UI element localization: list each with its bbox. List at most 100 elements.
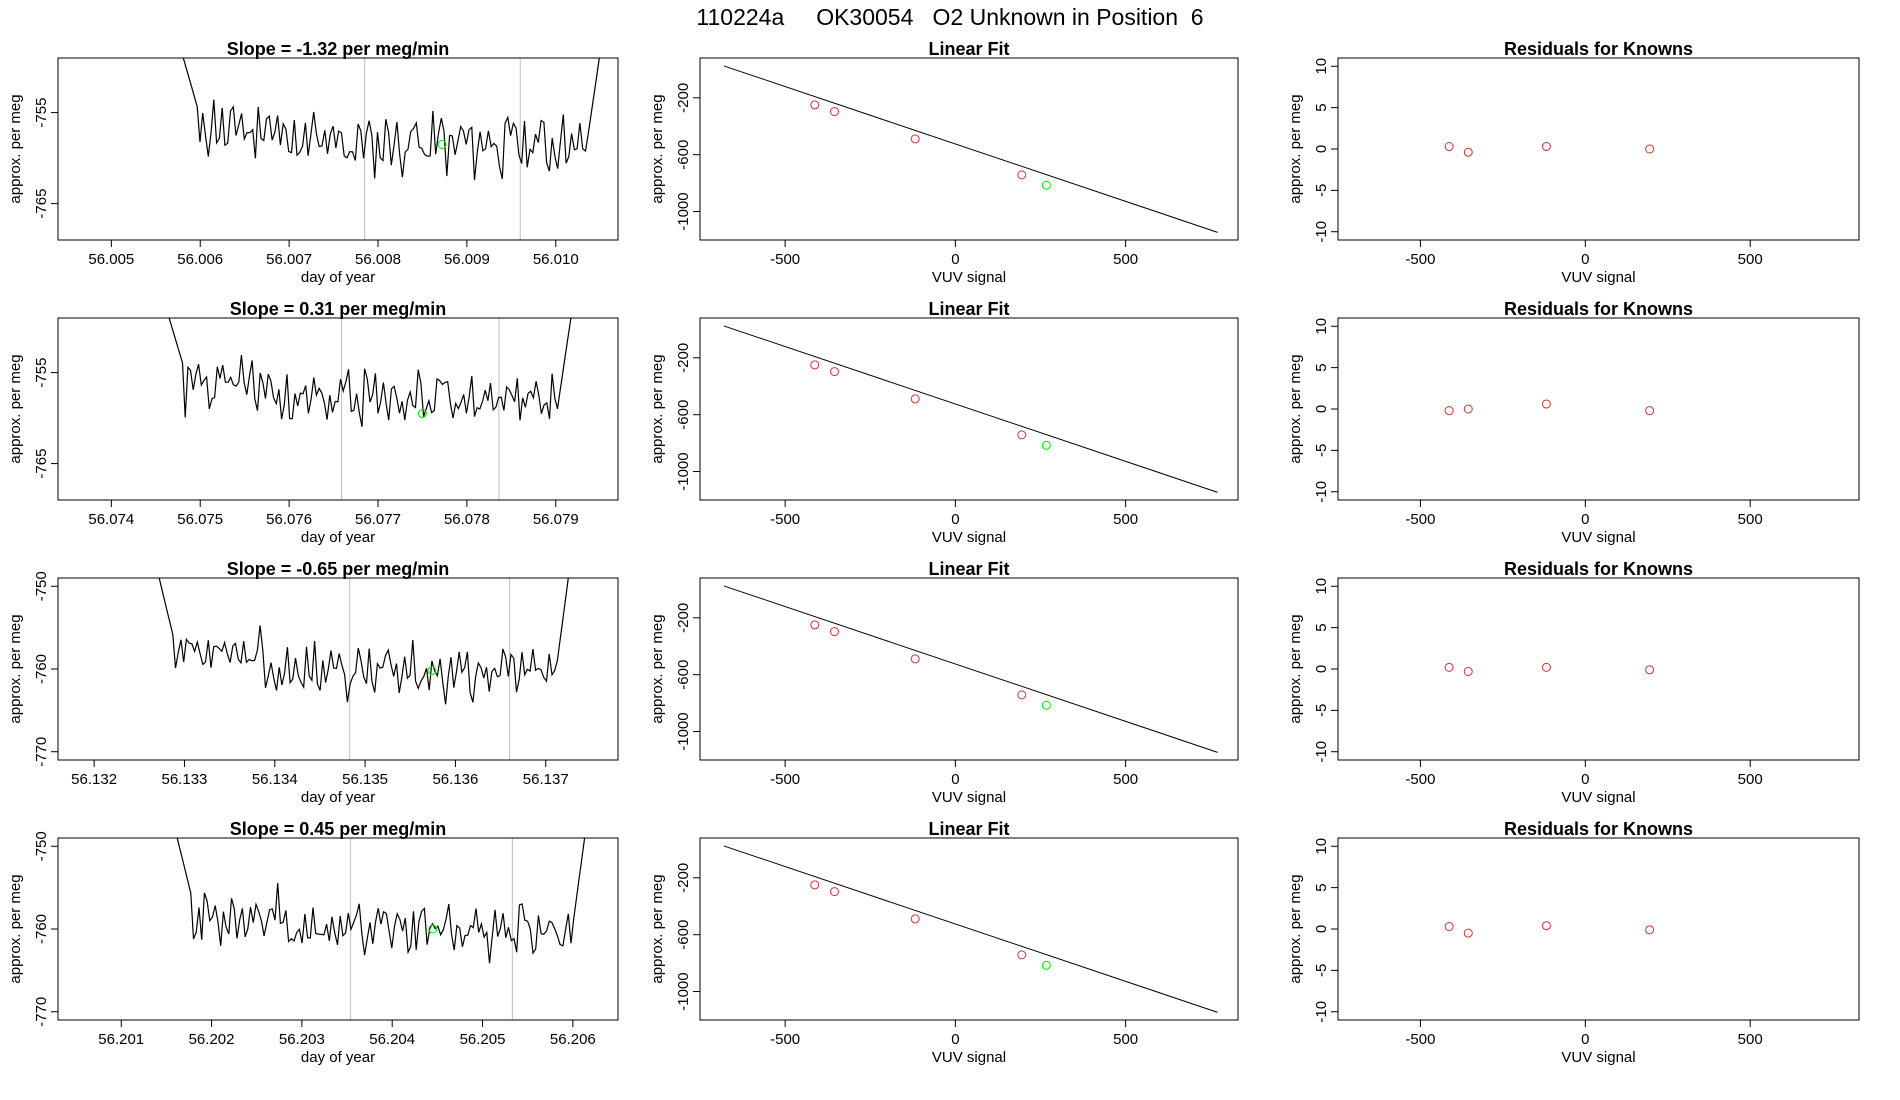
plot-3-1-y-tick-label: -760 <box>33 654 50 684</box>
plot-1-3-y-tick-label: 5 <box>1313 103 1330 111</box>
plot-1-1-y-label: approx. per meg <box>7 94 24 203</box>
plot-1-2-x-tick-label: -500 <box>770 251 800 268</box>
plot-1-1-x-tick-label: 56.010 <box>533 251 579 268</box>
plot-2-2-known-point <box>910 394 920 404</box>
plot-1-3-x-label: VUV signal <box>1561 269 1635 286</box>
plot-3-2-x-tick-label: 500 <box>1113 771 1138 788</box>
plot-4-3-frame <box>1337 837 1860 1021</box>
plot-2-2-x-tick-label: 0 <box>951 511 959 528</box>
plot-1-1-series-line <box>182 58 600 181</box>
plot-3-3-x-tick-label: 0 <box>1581 771 1589 788</box>
plot-3-2-y-tick-label: -200 <box>675 603 692 633</box>
plot-3-2-x-tick-label: 0 <box>951 771 959 788</box>
plot-4-3-known-point <box>1463 928 1473 938</box>
plot-2-1-x-tick-label: 56.074 <box>88 511 134 528</box>
plot-3-2-known-point <box>910 654 920 664</box>
plot-3-1-x-label: day of year <box>301 789 375 806</box>
plot-1-3-y-tick-label: -5 <box>1313 184 1330 197</box>
plot-1-2-y-tick-label: -1000 <box>675 192 692 230</box>
plot-1-2-unknown-point <box>1041 180 1051 190</box>
plot-2-3-frame <box>1337 317 1860 501</box>
plot-3-2-unknown-point <box>1041 700 1051 710</box>
plot-1-3-title: Residuals for Knowns <box>1504 39 1693 59</box>
plot-2-2-y-tick-label: -600 <box>675 400 692 430</box>
plot-1-1-y-tick-label: -765 <box>33 189 50 219</box>
plot-3-1-frame <box>57 577 619 761</box>
plot-1-3-x-tick-label: 500 <box>1738 251 1763 268</box>
plot-3-3-x-tick-label: 500 <box>1738 771 1763 788</box>
plot-3-3-frame <box>1337 577 1860 761</box>
plot-3-3-known-point <box>1444 662 1454 672</box>
plot-1-1-x-tick-label: 56.007 <box>266 251 312 268</box>
plot-2-1-x-tick-label: 56.079 <box>533 511 579 528</box>
plot-3-2-y-label: approx. per meg <box>649 614 666 723</box>
plot-4-3-x-tick-label: -500 <box>1405 1031 1435 1048</box>
plot-2-2-x-label: VUV signal <box>932 529 1006 546</box>
plot-1-1-x-tick-label: 56.005 <box>88 251 134 268</box>
plot-3-3-y-label: approx. per meg <box>1287 614 1304 723</box>
plot-3-1-x-tick-label: 56.137 <box>523 771 569 788</box>
plot-2-3-x-tick-label: 0 <box>1581 511 1589 528</box>
plot-3-2-x-tick-label: -500 <box>770 771 800 788</box>
plot-3-3-x-label: VUV signal <box>1561 789 1635 806</box>
plot-4-3-y-tick-label: 10 <box>1313 838 1330 855</box>
plot-4-1-y-tick-label: -770 <box>33 997 50 1027</box>
plot-4-2-y-label: approx. per meg <box>649 874 666 983</box>
plot-3-1-x-tick-label: 56.135 <box>342 771 388 788</box>
plot-4-2-y-tick-label: -600 <box>675 920 692 950</box>
plot-2-2-y-tick-label: -1000 <box>675 452 692 490</box>
plot-3-1-title: Slope = -0.65 per meg/min <box>227 559 450 579</box>
plot-4-1-x-tick-label: 56.203 <box>279 1031 325 1048</box>
plot-4-2-title: Linear Fit <box>928 819 1009 839</box>
plot-4-2-x-tick-label: -500 <box>770 1031 800 1048</box>
plot-1-1-x-label: day of year <box>301 269 375 286</box>
plot-1-2-x-tick-label: 500 <box>1113 251 1138 268</box>
plot-1-2-known-point <box>910 134 920 144</box>
plot-3-2-x-label: VUV signal <box>932 789 1006 806</box>
plot-2-3-y-label: approx. per meg <box>1287 354 1304 463</box>
plot-4-3-known-point <box>1541 921 1551 931</box>
plot-4-1-series-line <box>176 838 586 964</box>
plot-1-3-frame <box>1337 57 1860 241</box>
plot-1-2-known-point <box>810 100 820 110</box>
plot-2-2-x-tick-label: -500 <box>770 511 800 528</box>
plot-4-3-title: Residuals for Knowns <box>1504 819 1693 839</box>
plot-4-1-y-tick-label: -750 <box>33 831 50 861</box>
plot-3-3-title: Residuals for Knowns <box>1504 559 1693 579</box>
plot-3-2-fit-line <box>723 585 1218 753</box>
plot-2-2-known-point <box>810 360 820 370</box>
plot-1-3-known-point <box>1444 142 1454 152</box>
plot-3-3-x-tick-label: -500 <box>1405 771 1435 788</box>
plot-2-3-y-tick-label: -10 <box>1313 481 1330 503</box>
plot-3-2-y-tick-label: -1000 <box>675 712 692 750</box>
plot-1-3-y-label: approx. per meg <box>1287 94 1304 203</box>
plot-1-3-y-tick-label: 0 <box>1313 145 1330 153</box>
plot-4-1-x-label: day of year <box>301 1049 375 1066</box>
plot-2-3-known-point <box>1444 406 1454 416</box>
plot-2-1-unknown-point <box>417 409 427 419</box>
plot-2-3-y-tick-label: 0 <box>1313 405 1330 413</box>
plot-2-2-fit-line <box>723 325 1218 493</box>
plot-4-2-known-point <box>1017 950 1027 960</box>
plot-4-2-unknown-point <box>1041 960 1051 970</box>
plot-2-1-y-tick-label: -765 <box>33 449 50 479</box>
plot-4-1-y-tick-label: -760 <box>33 914 50 944</box>
plot-2-3-y-tick-label: 10 <box>1313 318 1330 335</box>
plot-1-1-x-tick-label: 56.009 <box>444 251 490 268</box>
plot-2-3-known-point <box>1463 404 1473 414</box>
plot-4-3-y-tick-label: 0 <box>1313 925 1330 933</box>
plot-4-3-x-tick-label: 500 <box>1738 1031 1763 1048</box>
plot-4-1-unknown-point <box>428 924 438 934</box>
plot-3-3-y-tick-label: 10 <box>1313 578 1330 595</box>
plot-4-1-x-tick-label: 56.204 <box>369 1031 415 1048</box>
plot-2-2-known-point <box>830 367 839 377</box>
plot-2-1-series-line <box>168 318 572 427</box>
plot-1-2-fit-line <box>723 65 1218 233</box>
plot-1-3-y-tick-label: 10 <box>1313 58 1330 75</box>
plot-1-2-y-label: approx. per meg <box>649 94 666 203</box>
plot-1-3-y-tick-label: -10 <box>1313 221 1330 243</box>
plot-4-3-y-label: approx. per meg <box>1287 874 1304 983</box>
plot-3-1-y-label: approx. per meg <box>7 614 24 723</box>
plot-2-1-x-tick-label: 56.076 <box>266 511 312 528</box>
plot-1-1-y-tick-label: -755 <box>33 98 50 128</box>
